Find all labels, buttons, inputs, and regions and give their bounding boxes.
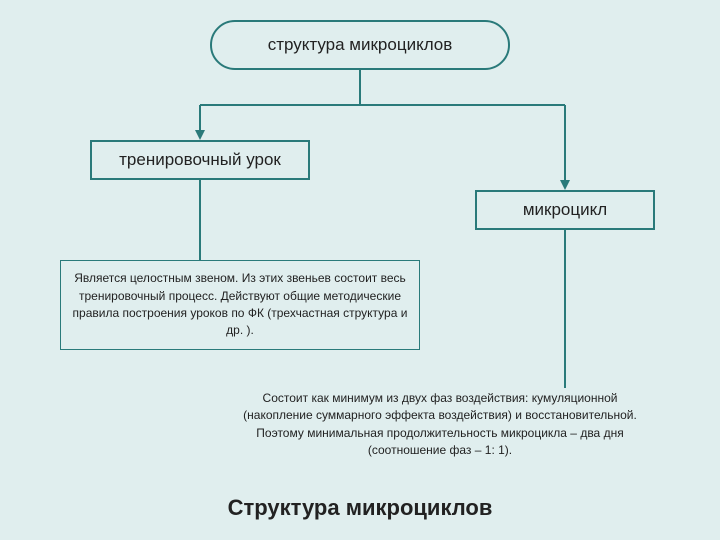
title-node-label: структура микроциклов <box>268 35 453 55</box>
title-node: структура микроциклов <box>210 20 510 70</box>
microcycle-node-label: микроцикл <box>523 200 607 220</box>
training-description: Является целостным звеном. Из этих звень… <box>60 260 420 350</box>
training-node: тренировочный урок <box>90 140 310 180</box>
training-description-text: Является целостным звеном. Из этих звень… <box>71 270 409 340</box>
training-node-label: тренировочный урок <box>119 150 281 170</box>
footer-title-text: Структура микроциклов <box>228 495 493 520</box>
microcycle-node: микроцикл <box>475 190 655 230</box>
microcycle-description: Состоит как минимум из двух фаз воздейст… <box>230 390 650 460</box>
microcycle-description-text: Состоит как минимум из двух фаз воздейст… <box>243 391 637 457</box>
footer-title: Структура микроциклов <box>0 495 720 521</box>
